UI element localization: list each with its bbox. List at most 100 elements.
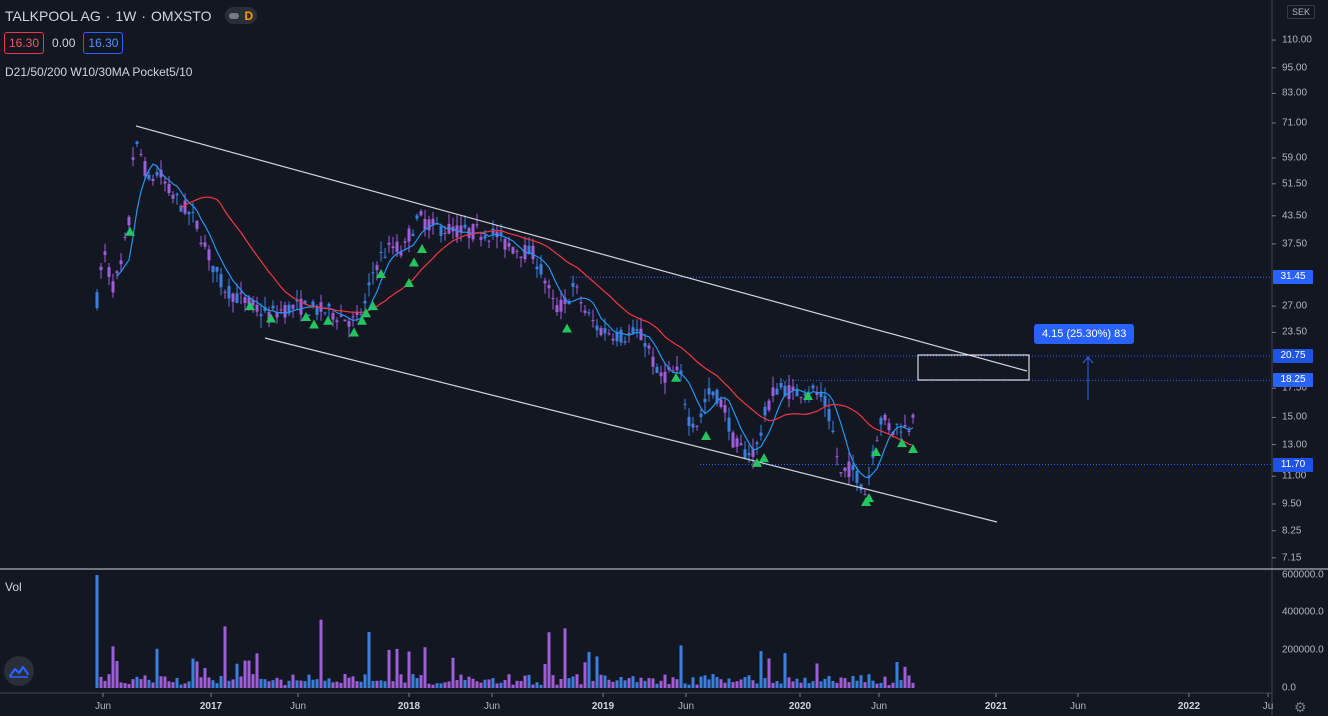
volume-bar [403, 682, 407, 688]
candle-body [695, 425, 699, 427]
candle-body [831, 430, 835, 432]
volume-bar [567, 678, 571, 688]
candle-body [875, 440, 879, 442]
buy-price-box[interactable]: 16.30 [83, 32, 124, 54]
measure-tooltip: 4.15 (25.30%) 83 [1034, 324, 1135, 344]
candle-body [655, 366, 659, 373]
candle-body [867, 475, 871, 477]
volume-axis-label: 200000.0 [1282, 644, 1324, 656]
price-axis-label: 13.00 [1282, 439, 1308, 451]
volume-bar [211, 680, 215, 688]
signal-triangle-icon [759, 453, 769, 463]
volume-bar [819, 681, 823, 688]
volume-bar [563, 628, 567, 688]
volume-bar [843, 678, 847, 688]
candle-body [859, 484, 863, 490]
volume-bar [303, 681, 307, 688]
volume-legend[interactable]: Vol [5, 580, 22, 594]
candle-body [111, 281, 115, 293]
candle-body [323, 312, 327, 314]
volume-bar [755, 683, 759, 688]
candle-body [615, 331, 619, 342]
volume-bar [167, 681, 171, 688]
volume-bar [835, 682, 839, 688]
volume-bar [187, 681, 191, 688]
volume-axis-label: 400000.0 [1282, 606, 1324, 618]
candle-body [847, 461, 851, 478]
volume-bar [371, 681, 375, 688]
volume-bar [875, 683, 879, 688]
volume-bar [751, 680, 755, 688]
candle-body [223, 291, 227, 293]
candle-body [127, 216, 131, 226]
candle-body [231, 293, 235, 302]
volume-bar [775, 681, 779, 688]
gear-icon[interactable]: ⚙ [1294, 699, 1307, 715]
candle-body [171, 194, 175, 199]
volume-bar [279, 679, 283, 688]
volume-bar [423, 647, 427, 688]
volume-bar [203, 667, 207, 688]
price-axis-label: 23.50 [1282, 326, 1308, 338]
volume-bar [903, 666, 907, 688]
volume-bar [295, 680, 299, 688]
price-axis-label: 95.00 [1282, 62, 1308, 74]
price-axis-label: 8.25 [1282, 525, 1302, 537]
candle-body [911, 414, 915, 418]
volume-bar [727, 678, 731, 688]
candle-body [299, 298, 303, 315]
price-level-label[interactable]: 20.75 [1273, 349, 1313, 363]
price-level-label[interactable]: 11.70 [1273, 457, 1313, 472]
candle-body [903, 424, 907, 427]
volume-bar [459, 674, 463, 688]
volume-bar [887, 685, 891, 688]
price-level-label[interactable]: 18.25 [1273, 373, 1313, 388]
candle-body [811, 385, 815, 389]
currency-badge[interactable]: SEK [1287, 5, 1316, 19]
indicator-legend[interactable]: D21/50/200 W10/30MA Pocket5/10 [5, 65, 193, 79]
volume-bar [99, 676, 103, 688]
price-level-label[interactable]: 31.45 [1273, 270, 1313, 285]
candle-body [599, 328, 603, 336]
sell-price-box[interactable]: 16.30 [4, 32, 45, 54]
volume-bar [407, 651, 411, 688]
volume-bar [795, 678, 799, 688]
volume-bar [611, 681, 615, 688]
volume-bar [483, 679, 487, 688]
candle-body [311, 301, 315, 308]
volume-bar [199, 677, 203, 688]
candle-body [879, 417, 883, 425]
candle-body [591, 320, 595, 322]
price-axis-label: 71.00 [1282, 117, 1308, 129]
candle-body [315, 306, 319, 315]
volume-bar [899, 680, 903, 688]
interval-label[interactable]: 1W [115, 7, 137, 24]
tradingview-logo-icon[interactable] [4, 656, 34, 686]
candle-body [563, 297, 567, 304]
candle-body [391, 246, 395, 249]
candle-body [555, 305, 559, 313]
candle-body [819, 391, 823, 398]
volume-bar [95, 575, 99, 688]
candle-body [839, 472, 843, 474]
volume-bar [707, 679, 711, 688]
data-delay-toggle[interactable]: D [225, 7, 258, 24]
candle-body [235, 293, 239, 303]
volume-bar [351, 676, 355, 688]
volume-bar [163, 676, 167, 688]
volume-bar [451, 657, 455, 688]
volume-bar [343, 673, 347, 688]
volume-bar [599, 674, 603, 688]
toggle-knob-icon [229, 12, 240, 19]
volume-bar [591, 680, 595, 688]
volume-bar [587, 651, 591, 688]
symbol-name[interactable]: TALKPOOL AG [5, 7, 101, 24]
candle-body [351, 316, 355, 318]
candle-body [195, 220, 199, 229]
candle-body [103, 251, 107, 255]
candle-body [731, 432, 735, 448]
volume-bar [471, 678, 475, 688]
volume-bar [643, 680, 647, 688]
